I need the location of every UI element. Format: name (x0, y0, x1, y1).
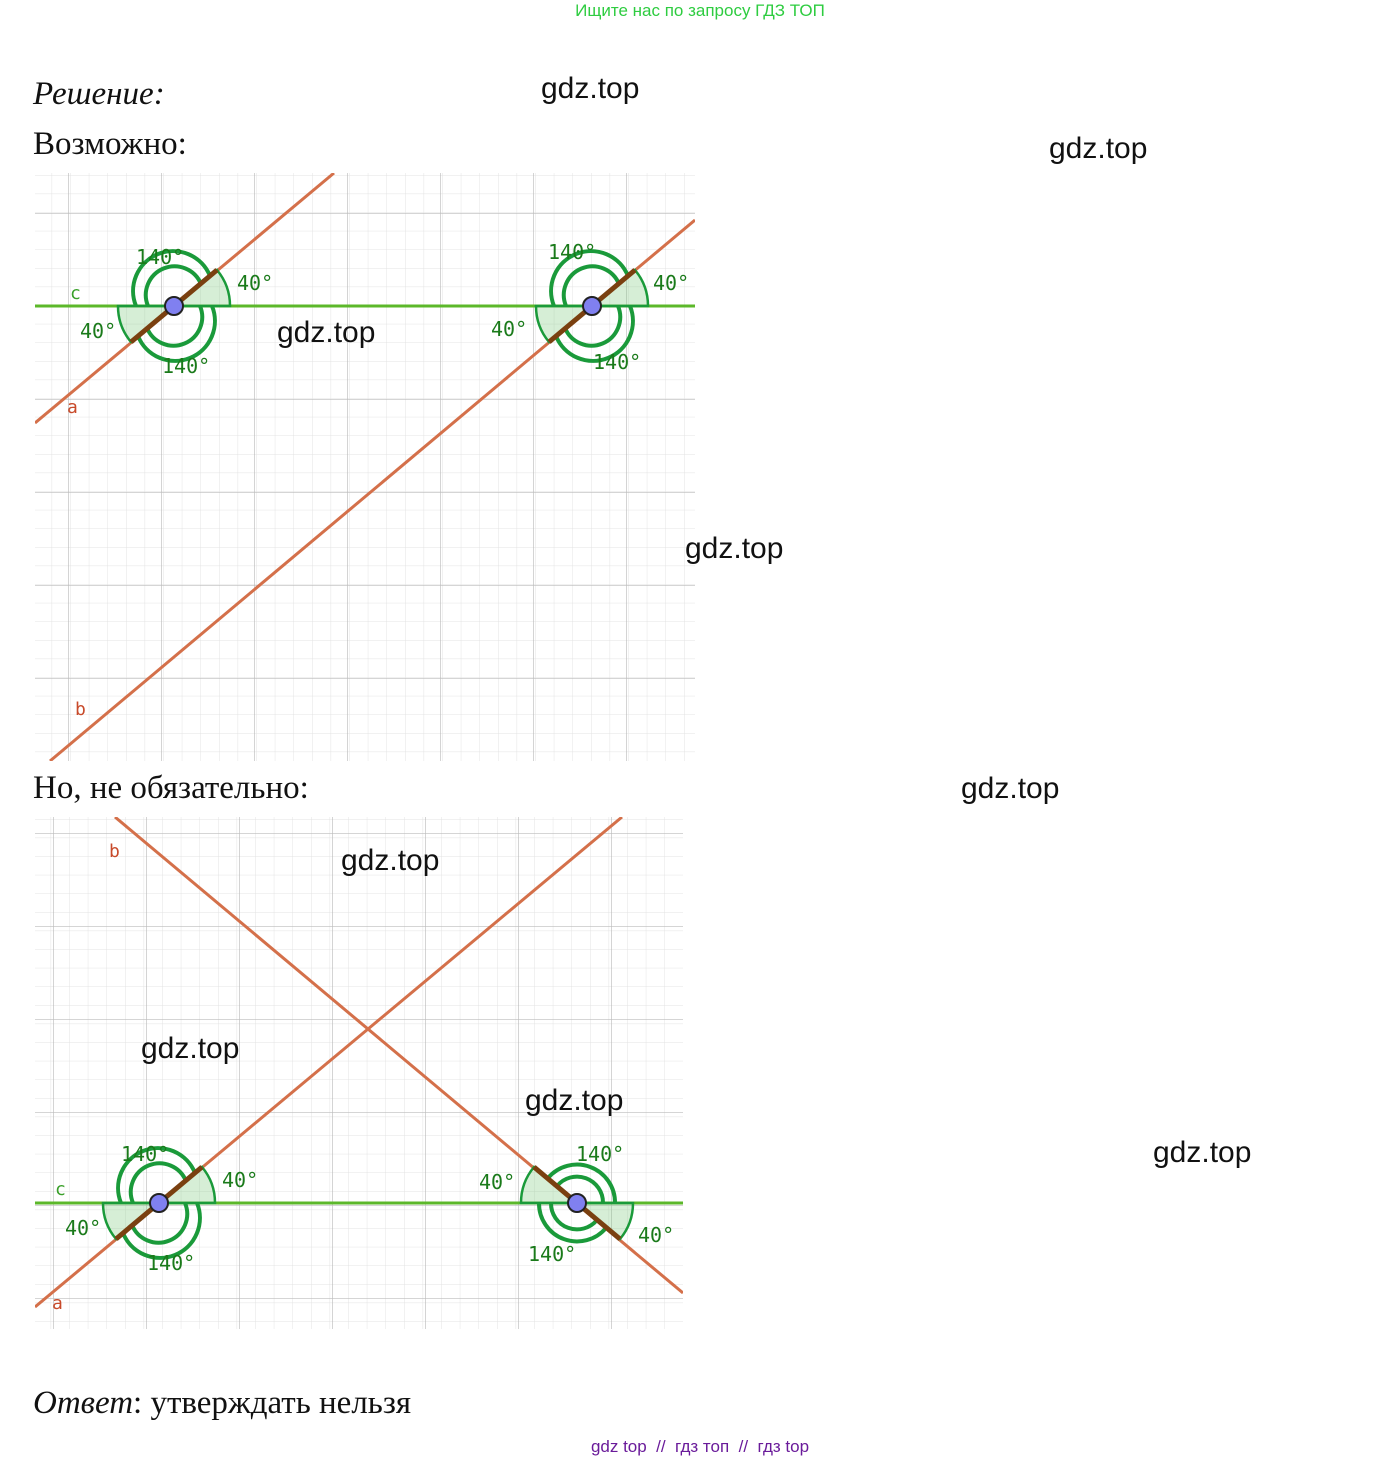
angle-label-140-top-b: 140° (576, 1142, 624, 1166)
watermark: gdz.top (541, 72, 640, 105)
angle-label-40-left-b: 40° (479, 1170, 515, 1194)
intersection-point-a (164, 296, 184, 316)
intersection-point-b (567, 1193, 587, 1213)
angle-label-40-right-a: 40° (222, 1168, 258, 1192)
angle-label-140-bottom-a: 140° (162, 354, 210, 378)
angle-label-140-bottom-b: 140° (528, 1242, 576, 1266)
watermark: gdz.top (141, 1032, 240, 1065)
angle-label-40-right-b: 40° (638, 1223, 674, 1247)
watermark: gdz.top (341, 844, 440, 877)
angle-label-40-right-b: 40° (653, 271, 689, 295)
top-banner: Ищите нас по запросу ГДЗ ТОП (575, 1, 825, 20)
watermark: gdz.top (685, 532, 784, 565)
line-label-b: b (109, 841, 120, 862)
watermark: gdz.top (1049, 132, 1148, 165)
angle-label-140-top-a: 140° (136, 245, 184, 269)
solution-heading: Решение: (33, 76, 165, 112)
line-label-b: b (75, 699, 86, 720)
footer-links: gdz top // гдз топ // гдз top (590, 1437, 810, 1456)
angle-label-140-top-b: 140° (548, 240, 596, 264)
watermark: gdz.top (525, 1084, 624, 1117)
line-label-a: a (67, 397, 78, 418)
intersection-point-a (149, 1193, 169, 1213)
line-label-a: a (52, 1293, 63, 1314)
angle-marks-b (519, 1162, 635, 1244)
watermark: gdz.top (1153, 1136, 1252, 1169)
answer-line: Ответ: утверждать нельзя (33, 1385, 411, 1422)
line-label-c: c (70, 283, 81, 304)
answer-label: Ответ (33, 1385, 134, 1421)
grid-major (35, 173, 695, 761)
watermark: gdz.top (277, 316, 376, 349)
angle-marks-a (101, 1146, 217, 1260)
angle-label-140-top-a: 140° (121, 1142, 169, 1166)
line-label-c: c (55, 1179, 66, 1200)
angle-label-40-left-a: 40° (80, 319, 116, 343)
angle-label-40-right-a: 40° (237, 271, 273, 295)
angle-marks-b (534, 249, 650, 363)
watermark: gdz.top (961, 772, 1060, 805)
answer-text: : утверждать нельзя (133, 1385, 412, 1421)
angle-label-40-left-b: 40° (491, 317, 527, 341)
not-necessarily-heading: Но, не обязательно: (33, 770, 309, 806)
figure-not-necessarily: 140° 40° 40° 140° 140° 40° 40° 140° c a … (35, 817, 683, 1329)
figure-possible: 140° 40° 40° 140° 140° 40° 40° 140° c a … (35, 173, 695, 761)
intersection-point-b (582, 296, 602, 316)
angle-label-140-bottom-b: 140° (593, 350, 641, 374)
possible-heading: Возможно: (33, 126, 187, 162)
angle-label-40-left-a: 40° (65, 1216, 101, 1240)
angle-label-140-bottom-a: 140° (147, 1251, 195, 1275)
grid-major (35, 817, 683, 1329)
